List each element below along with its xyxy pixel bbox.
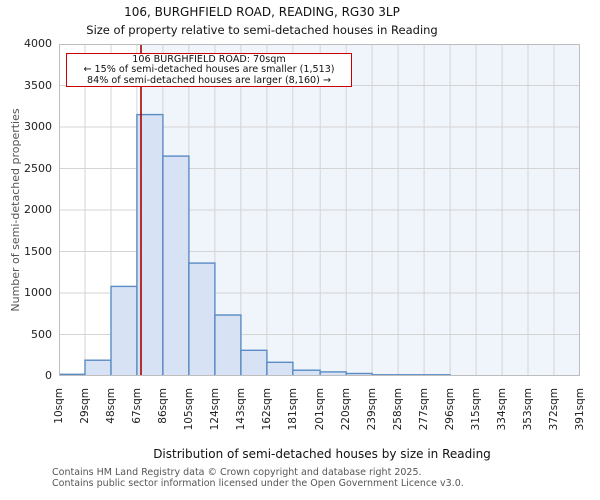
x-tick-label: 124sqm [208, 388, 221, 431]
histogram-bar [162, 155, 190, 376]
histogram-bar [84, 359, 112, 376]
x-tick-label: 277sqm [418, 388, 431, 431]
chart-title: 106, BURGHFIELD ROAD, READING, RG30 3LP [124, 5, 400, 19]
x-tick-label: 29sqm [79, 388, 91, 424]
histogram-bar [188, 262, 216, 376]
x-tick-label: 162sqm [260, 388, 273, 431]
x-tick-label: 258sqm [392, 388, 405, 431]
x-tick-label: 391sqm [574, 388, 586, 431]
y-tick-label: 2500 [24, 161, 52, 175]
x-axis-label: Distribution of semi-detached houses by … [153, 447, 491, 461]
histogram-canvas [59, 44, 580, 376]
plot-border [59, 44, 580, 376]
x-tick-label: 143sqm [234, 388, 247, 431]
histogram-bar [240, 349, 268, 376]
y-tick-label: 1000 [24, 286, 52, 299]
x-tick-label: 48sqm [105, 388, 117, 424]
x-tick-label: 315sqm [470, 388, 483, 431]
x-tick-label: 372sqm [548, 388, 560, 431]
x-tick-label: 67sqm [130, 388, 143, 424]
annotation-line-1: 106 BURGHFIELD ROAD: 70sqm [132, 54, 286, 65]
x-tick-label: 105sqm [182, 388, 195, 431]
annotation-line-2: ← 15% of semi-detached houses are smalle… [83, 64, 335, 76]
x-tick-label: 334sqm [496, 388, 509, 431]
y-tick-label: 1500 [24, 244, 52, 258]
footer-line-1: Contains HM Land Registry data © Crown c… [52, 467, 422, 478]
y-tick-label: 4000 [24, 37, 52, 50]
x-tick-label: 181sqm [286, 388, 299, 431]
y-tick-label: 2000 [24, 203, 52, 216]
y-tick-label: 3000 [24, 120, 52, 133]
histogram-bar [214, 314, 242, 376]
x-tick-label: 353sqm [522, 388, 534, 431]
y-tick-label: 500 [31, 327, 52, 341]
x-tick-label: 296sqm [444, 388, 457, 431]
histogram-bar [110, 285, 138, 376]
y-tick-label: 3500 [24, 78, 52, 92]
x-tick-label: 220sqm [340, 388, 353, 431]
y-tick-label: 0 [45, 369, 52, 382]
histogram-bar [266, 361, 294, 376]
x-tick-label: 201sqm [314, 388, 327, 431]
chart-subtitle: Size of property relative to semi-detach… [86, 23, 438, 37]
attribution-footer: Contains HM Land Registry data © Crown c… [52, 467, 464, 489]
x-tick-label: 86sqm [156, 388, 169, 424]
annotation-line-3: 84% of semi-detached houses are larger (… [87, 74, 331, 86]
x-tick-label: 239sqm [366, 388, 379, 431]
annotation-box: 106 BURGHFIELD ROAD: 70sqm ← 15% of semi… [66, 53, 352, 87]
x-tick-label: 10sqm [53, 388, 65, 424]
footer-line-2: Contains public sector information licen… [52, 478, 464, 489]
